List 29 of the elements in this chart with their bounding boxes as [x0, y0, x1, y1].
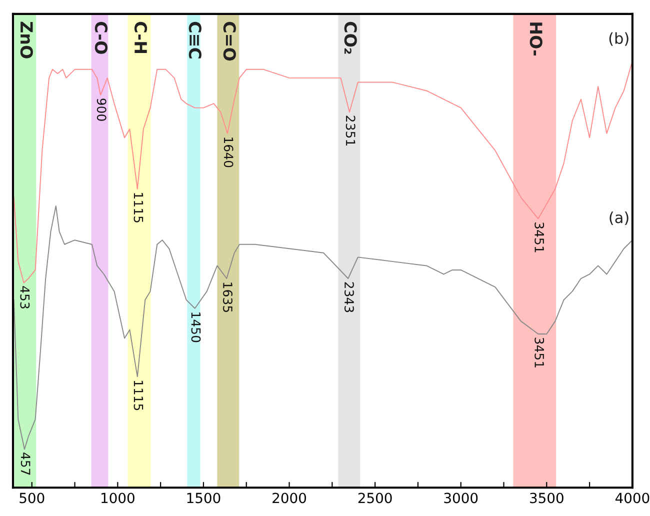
x-tick-label: 2500 — [358, 492, 392, 504]
annotation: 1635 — [223, 282, 232, 312]
band-label: HO- — [530, 22, 542, 56]
band-label: C≡C — [188, 22, 202, 58]
x-tick-label: 1000 — [102, 492, 134, 504]
annotation: 1115 — [134, 380, 144, 410]
x-tick-label: 3000 — [444, 492, 478, 504]
series-label: (a) — [610, 211, 628, 226]
annotation: 453 — [20, 286, 30, 308]
x-tick-label: 1500 — [187, 492, 220, 504]
band-label: C=O — [223, 22, 236, 61]
band-label: C-O — [94, 22, 108, 54]
x-tick-label: 3500 — [530, 492, 564, 504]
series-label: (b) — [609, 32, 628, 46]
annotation: 3451 — [534, 222, 544, 252]
annotation: 1450 — [191, 312, 201, 342]
annotation: 457 — [20, 452, 30, 475]
band-label: ZnO — [20, 22, 33, 58]
band-label: C-H — [134, 22, 148, 53]
x-tick-label: 4000 — [615, 492, 650, 504]
annotation: 2343 — [344, 282, 354, 312]
annotation: 2351 — [346, 116, 356, 146]
annotation: 3451 — [534, 338, 544, 368]
annotation: 900 — [96, 98, 106, 121]
annotation: 1640 — [224, 138, 234, 168]
x-tick-label: 2000 — [272, 492, 306, 504]
annotation: 1115 — [134, 193, 144, 222]
x-tick-label: 500 — [20, 492, 44, 504]
band-label: CO₂ — [344, 22, 357, 54]
